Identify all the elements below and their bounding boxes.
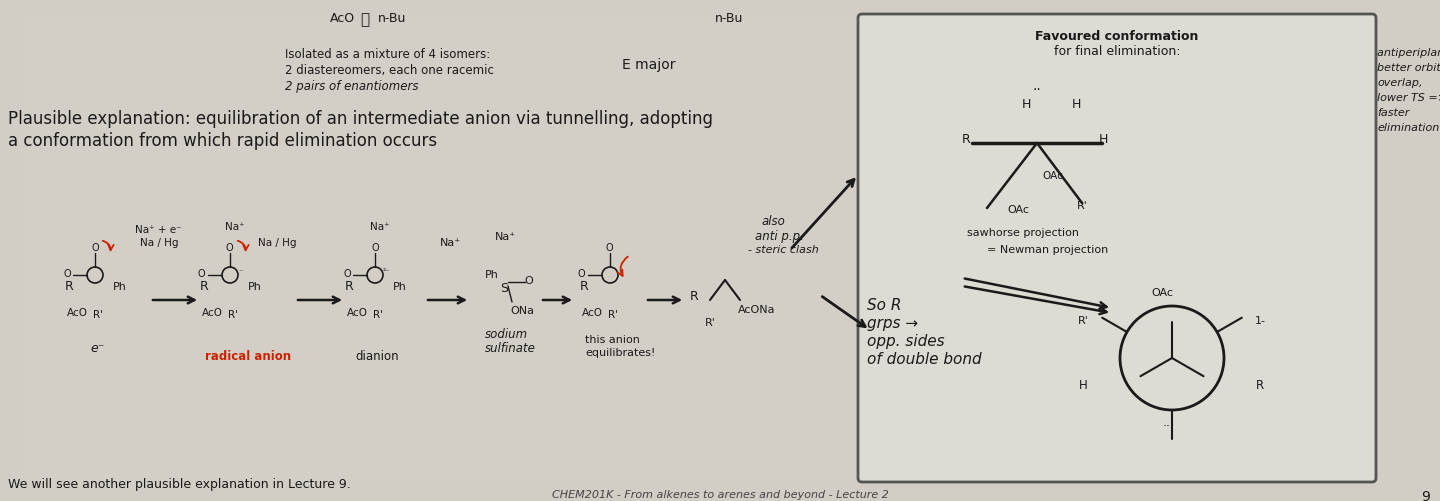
Text: overlap,: overlap, [1377,78,1423,88]
Text: R': R' [1079,317,1089,326]
Text: R: R [690,290,698,303]
Text: this anion: this anion [585,335,639,345]
Text: AcO: AcO [68,308,88,318]
Text: R': R' [373,310,383,320]
Text: OAc: OAc [1007,205,1030,215]
Text: Isolated as a mixture of 4 isomers:: Isolated as a mixture of 4 isomers: [285,48,490,61]
Text: anti p.p.: anti p.p. [755,230,804,243]
Text: Favoured conformation: Favoured conformation [1035,30,1198,43]
Text: R: R [1256,379,1264,392]
Text: R': R' [608,310,618,320]
Text: e⁻: e⁻ [89,342,104,355]
Bar [30,20,890,480]
Text: - steric clash: - steric clash [747,245,819,255]
Text: Na⁺: Na⁺ [495,232,516,242]
Text: elimination: elimination [1377,123,1439,133]
Text: H: H [1099,133,1109,146]
Text: dianion: dianion [356,350,399,363]
Text: Ph: Ph [485,270,498,280]
Text: radical anion: radical anion [204,350,291,363]
Text: also: also [762,215,786,228]
Text: faster: faster [1377,108,1410,118]
Text: O: O [226,243,233,253]
Text: Na⁺ + e⁻: Na⁺ + e⁻ [135,225,181,235]
Text: H: H [1079,379,1089,392]
Text: 9: 9 [1421,490,1430,501]
Text: R: R [346,280,354,293]
Text: CHEM201K - From alkenes to arenes and beyond - Lecture 2: CHEM201K - From alkenes to arenes and be… [552,490,888,500]
Text: Na⁺: Na⁺ [370,222,390,232]
Text: R: R [962,133,971,146]
Text: E major: E major [622,58,675,72]
Text: OAc: OAc [1043,171,1063,181]
Text: O: O [199,269,206,279]
Text: of double bond: of double bond [867,352,982,367]
Text: O: O [63,269,71,279]
Text: O: O [91,243,98,253]
Text: sawhorse projection: sawhorse projection [968,228,1079,238]
Text: AcO: AcO [582,308,603,318]
Text: R: R [580,280,589,293]
Text: ··: ·· [1032,83,1041,97]
Text: O: O [372,243,379,253]
Text: R': R' [1077,201,1087,211]
Text: Plausible explanation: equilibration of an intermediate anion via tunnelling, ad: Plausible explanation: equilibration of … [9,110,713,128]
Text: for final elimination:: for final elimination: [1054,45,1181,58]
Text: n-Bu: n-Bu [377,12,406,25]
Text: n-Bu: n-Bu [716,12,743,25]
Text: ⁻: ⁻ [238,267,242,276]
Text: O: O [577,269,586,279]
Text: AcO: AcO [202,308,223,318]
Text: AcONa: AcONa [739,305,776,315]
Text: 2 pairs of enantiomers: 2 pairs of enantiomers [285,80,419,93]
Text: 2 diastereomers, each one racemic: 2 diastereomers, each one racemic [285,64,494,77]
Text: S: S [500,282,508,295]
Text: We will see another plausible explanation in Lecture 9.: We will see another plausible explanatio… [9,478,351,491]
Text: Na / Hg: Na / Hg [140,238,179,248]
Text: AcO: AcO [330,12,356,25]
Text: a conformation from which rapid elimination occurs: a conformation from which rapid eliminat… [9,132,438,150]
Text: equilibrates!: equilibrates! [585,348,655,358]
Text: antiperiplanar -: antiperiplanar - [1377,48,1440,58]
Text: sodium: sodium [485,328,528,341]
Text: AcO: AcO [347,308,369,318]
Text: ⌢: ⌢ [360,12,369,27]
Text: Na⁺: Na⁺ [441,238,461,248]
Text: OAc: OAc [1151,288,1174,298]
Text: R: R [65,280,73,293]
Text: O: O [524,276,533,286]
Text: = Newman projection: = Newman projection [986,245,1109,255]
Text: grps →: grps → [867,316,919,331]
Text: 1-: 1- [1254,317,1266,326]
Text: O: O [343,269,350,279]
Text: Na⁺: Na⁺ [225,222,245,232]
Text: ··: ·· [1164,420,1171,433]
Text: Ph: Ph [393,282,408,292]
Text: ONa: ONa [510,306,534,316]
Text: R': R' [228,310,238,320]
Text: lower TS =>: lower TS => [1377,93,1440,103]
Text: Na / Hg: Na / Hg [258,238,297,248]
Text: R': R' [94,310,104,320]
Text: Ph: Ph [248,282,262,292]
Text: opp. sides: opp. sides [867,334,945,349]
Text: Ph: Ph [112,282,127,292]
Text: R: R [200,280,209,293]
Text: sulfinate: sulfinate [485,342,536,355]
Text: ²⁻: ²⁻ [383,267,390,276]
Text: better orbital: better orbital [1377,63,1440,73]
Text: O: O [606,243,613,253]
Text: ⁻: ⁻ [618,267,622,276]
Text: H: H [1071,98,1081,111]
Text: H: H [1022,98,1031,111]
Text: R': R' [706,318,716,328]
FancyBboxPatch shape [858,14,1377,482]
Text: So R: So R [867,298,901,313]
